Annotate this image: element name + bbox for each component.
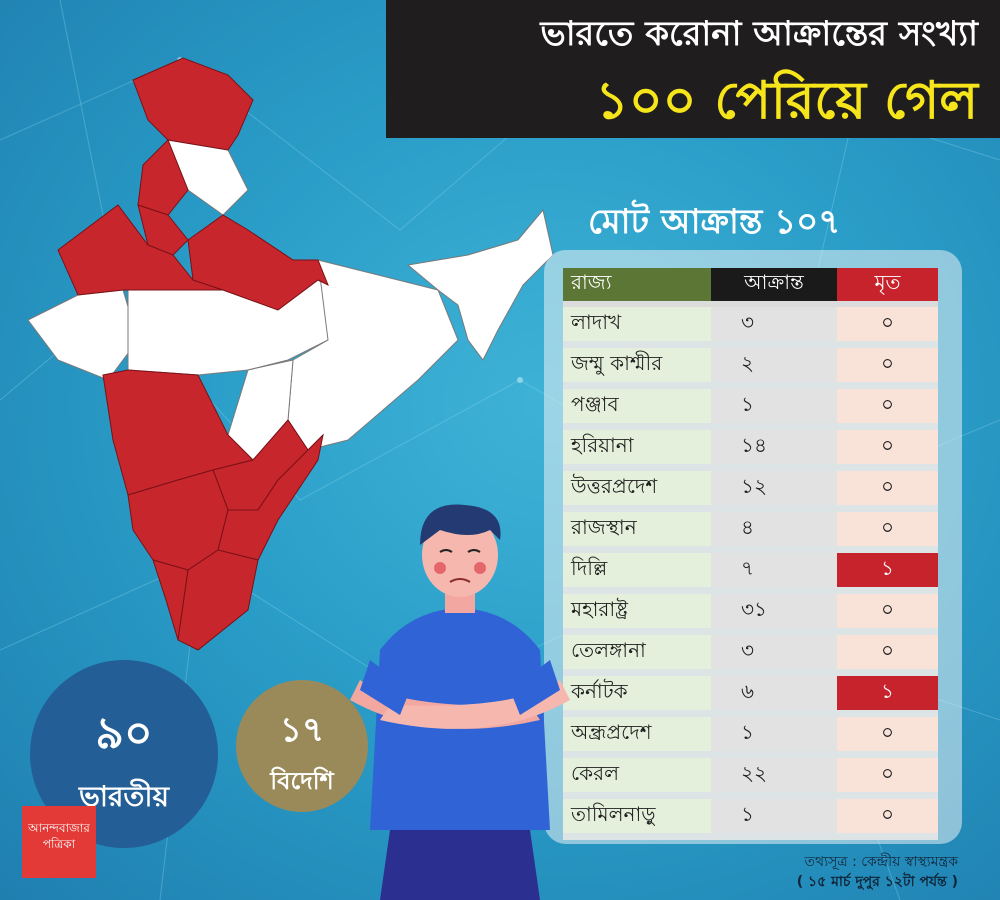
infected-cell: ১২ bbox=[711, 471, 837, 512]
infected-cell: ২ bbox=[711, 348, 837, 389]
infected-cell: ৩ bbox=[711, 635, 837, 676]
table-row: কেরল ২২ ০ bbox=[563, 758, 938, 799]
foreign-label: বিদেশি bbox=[270, 767, 334, 795]
dead-cell: ১ bbox=[837, 553, 938, 594]
table-row: লাদাখ ৩ ০ bbox=[563, 307, 938, 348]
state-cell: হরিয়ানা bbox=[563, 430, 711, 471]
table-row: মহারাষ্ট্র ৩১ ০ bbox=[563, 594, 938, 635]
state-cell: মহারাষ্ট্র bbox=[563, 594, 711, 635]
infected-cell: ৬ bbox=[711, 676, 837, 717]
total-infected-heading: মোট আক্রান্ত ১০৭ bbox=[588, 202, 841, 242]
map-region-affected bbox=[177, 549, 259, 651]
state-cell: উত্তরপ্রদেশ bbox=[563, 471, 711, 512]
state-cell: তামিলনাড়ু bbox=[563, 799, 711, 840]
logo-line2: পত্রিকা bbox=[42, 837, 76, 851]
table-header-row: রাজ্য আক্রান্ত মৃত bbox=[563, 268, 938, 307]
table-row: রাজস্থান ৪ ০ bbox=[563, 512, 938, 553]
state-cell: অন্ধ্রপ্রদেশ bbox=[563, 717, 711, 758]
map-region-affected bbox=[132, 57, 254, 151]
table-row: তেলঙ্গানা ৩ ০ bbox=[563, 635, 938, 676]
dead-cell: ০ bbox=[837, 471, 938, 512]
map-region-unaffected bbox=[406, 208, 554, 361]
table-row: হরিয়ানা ১৪ ০ bbox=[563, 430, 938, 471]
infected-cell: ৭ bbox=[711, 553, 837, 594]
map-region-affected bbox=[137, 204, 189, 256]
table-row: দিল্লি ৭ ১ bbox=[563, 553, 938, 594]
state-cell: দিল্লি bbox=[563, 553, 711, 594]
state-cell: পঞ্জাব bbox=[563, 389, 711, 430]
table-row: কর্নাটক ৬ ১ bbox=[563, 676, 938, 717]
dead-cell: ০ bbox=[837, 512, 938, 553]
logo-line1: আনন্দবাজার bbox=[28, 821, 90, 835]
foreign-count: ১৭ bbox=[279, 710, 325, 750]
state-cell: রাজস্থান bbox=[563, 512, 711, 553]
dead-cell: ১ bbox=[837, 676, 938, 717]
infected-cell: ৩ bbox=[711, 307, 837, 348]
foreign-patients-badge: ১৭ বিদেশি bbox=[236, 680, 368, 812]
dead-cell: ০ bbox=[837, 430, 938, 471]
state-cell: জম্মু কাশ্মীর bbox=[563, 348, 711, 389]
table-row: পঞ্জাব ১ ০ bbox=[563, 389, 938, 430]
source-date: ( ১৫ মার্চ দুপুর ১২টা পর্যন্ত ) bbox=[796, 874, 958, 890]
state-cell: লাদাখ bbox=[563, 307, 711, 348]
header-banner: ভারতে করোনা আক্রান্তের সংখ্যা ১০০ পেরিয়… bbox=[386, 0, 1000, 138]
dead-cell: ০ bbox=[837, 758, 938, 799]
source-credit: তথ্যসূত্র : কেন্দ্রীয় স্বাস্থ্যমন্ত্রক bbox=[804, 854, 958, 870]
infected-cell: ২২ bbox=[711, 758, 837, 799]
column-header-state: রাজ্য bbox=[563, 268, 711, 307]
infected-cell: ১ bbox=[711, 717, 837, 758]
map-region-affected bbox=[217, 433, 324, 561]
dead-cell: ০ bbox=[837, 717, 938, 758]
headline-line1: ভারতে করোনা আক্রান্তের সংখ্যা bbox=[540, 14, 978, 54]
table-row: জম্মু কাশ্মীর ২ ০ bbox=[563, 348, 938, 389]
dead-cell: ০ bbox=[837, 348, 938, 389]
map-region-unaffected bbox=[27, 289, 139, 381]
infected-cell: ৪ bbox=[711, 512, 837, 553]
india-map bbox=[27, 57, 554, 651]
dead-cell: ০ bbox=[837, 389, 938, 430]
state-cell: তেলঙ্গানা bbox=[563, 635, 711, 676]
infected-cell: ১ bbox=[711, 799, 837, 840]
infected-cell: ৩১ bbox=[711, 594, 837, 635]
infected-cell: ১৪ bbox=[711, 430, 837, 471]
sick-person-illustration bbox=[350, 504, 570, 900]
state-cell: কর্নাটক bbox=[563, 676, 711, 717]
dead-cell: ০ bbox=[837, 594, 938, 635]
column-header-dead: মৃত bbox=[837, 268, 938, 307]
state-cases-table: রাজ্য আক্রান্ত মৃত লাদাখ ৩ ০ জম্মু কাশ্মীর ২… bbox=[563, 268, 938, 840]
map-region-unaffected bbox=[287, 259, 459, 451]
anandabazar-logo: আনন্দবাজার পত্রিকা bbox=[22, 806, 96, 878]
table-row: অন্ধ্রপ্রদেশ ১ ০ bbox=[563, 717, 938, 758]
column-header-infected: আক্রান্ত bbox=[711, 268, 837, 307]
table-row: তামিলনাড়ু ১ ০ bbox=[563, 799, 938, 840]
dead-cell: ০ bbox=[837, 799, 938, 840]
dead-cell: ০ bbox=[837, 635, 938, 676]
indian-count: ৯০ bbox=[95, 708, 153, 759]
infected-cell: ১ bbox=[711, 389, 837, 430]
table-row: উত্তরপ্রদেশ ১২ ০ bbox=[563, 471, 938, 512]
headline-line2: ১০০ পেরিয়ে গেল bbox=[595, 71, 978, 131]
state-cell: কেরল bbox=[563, 758, 711, 799]
map-region-affected bbox=[187, 214, 329, 311]
dead-cell: ০ bbox=[837, 307, 938, 348]
